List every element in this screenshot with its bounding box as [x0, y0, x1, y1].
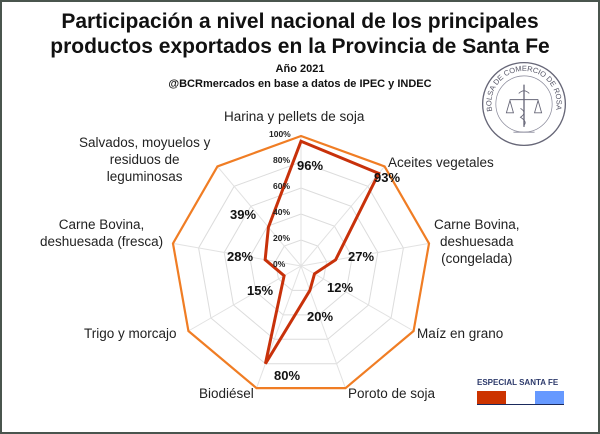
- bcr-seal-logo: BOLSA DE COMERCIO DE ROSARIO: [480, 60, 567, 147]
- flag-stripe-red: [477, 391, 506, 404]
- tick-label: 100%: [269, 129, 291, 139]
- category-label: Harina y pellets de soja: [224, 108, 364, 125]
- series-line: [263, 139, 381, 365]
- value-label: 15%: [247, 283, 274, 298]
- category-label-line: Salvados, moyuelos y: [79, 135, 211, 150]
- grid-spoke: [300, 265, 346, 389]
- grid-spoke: [300, 265, 414, 332]
- category-label-line: leguminosas: [106, 169, 183, 184]
- grid-ring-60: [223, 187, 379, 340]
- category-label: Salvados, moyuelos y residuos de leguminos…: [79, 134, 210, 185]
- chart-title-line2: productos exportados en la Provincia de …: [50, 35, 550, 58]
- grid-spoke: [300, 166, 385, 267]
- category-label-line: Carne Bovina,: [434, 217, 520, 232]
- category-label: Biodiésel: [199, 385, 254, 402]
- tick-label: 0%: [273, 259, 286, 269]
- especial-santa-fe-label: ESPECIAL SANTA FE: [477, 378, 559, 387]
- value-label: 28%: [227, 249, 254, 264]
- outer-ring: [171, 134, 431, 390]
- category-label: Maíz en grano: [417, 325, 503, 342]
- category-label-line: Trigo y morcajo: [84, 326, 177, 341]
- value-label: 20%: [307, 309, 334, 324]
- category-label-line: Maíz en grano: [417, 326, 504, 341]
- grid-spoke: [217, 166, 302, 267]
- category-label: Carne Bovina, deshuesada (fresca): [40, 216, 163, 250]
- santa-fe-flag-badge: [477, 391, 564, 405]
- grid-spoke: [172, 242, 302, 267]
- grid-ring-80: [198, 161, 404, 365]
- chart-source: @BCRmercados en base a datos de IPEC y I…: [168, 78, 432, 90]
- tick-label: 40%: [273, 207, 291, 217]
- category-label-line: Aceites vegetales: [388, 155, 494, 170]
- tick-label: 60%: [273, 181, 291, 191]
- category-label-line: Carne Bovina,: [58, 217, 145, 232]
- category-label-line: Biodiésel: [199, 386, 254, 401]
- category-label: Carne Bovina, deshuesada (congelada): [434, 216, 520, 267]
- grid-spoke: [188, 265, 302, 332]
- category-label-line: deshuesada (fresca): [40, 234, 164, 249]
- value-label: 27%: [348, 249, 375, 264]
- grid-spoke: [256, 265, 302, 389]
- grid-spoke: [300, 242, 430, 267]
- chart-subtitle: Año 2021: [275, 63, 325, 75]
- category-label-line: residuos de: [109, 152, 180, 167]
- grid-ring-20: [274, 239, 328, 291]
- category-label-line: (congelada): [441, 251, 513, 266]
- value-label: 96%: [297, 158, 324, 173]
- category-label-line: Poroto de soja: [348, 386, 436, 401]
- value-label: 12%: [327, 280, 354, 295]
- value-label: 93%: [374, 170, 401, 185]
- category-label-line: deshuesada: [439, 234, 514, 249]
- value-label: 80%: [274, 368, 301, 383]
- flag-stripe-white: [506, 391, 535, 404]
- tick-label: 80%: [273, 155, 291, 165]
- tick-label: 20%: [273, 233, 291, 243]
- svg-text:BOLSA DE COMERCIO DE ROSARIO: BOLSA DE COMERCIO DE ROSARIO: [480, 60, 564, 112]
- value-label: 39%: [230, 207, 257, 222]
- category-label: Trigo y morcajo: [84, 325, 177, 342]
- category-label-line: Harina y pellets de soja: [224, 109, 365, 124]
- category-label: Poroto de soja: [348, 385, 435, 402]
- chart-title-line1: Participación a nivel nacional de los pr…: [61, 10, 539, 33]
- category-label: Aceites vegetales: [388, 154, 494, 171]
- flag-stripe-blue: [535, 391, 564, 404]
